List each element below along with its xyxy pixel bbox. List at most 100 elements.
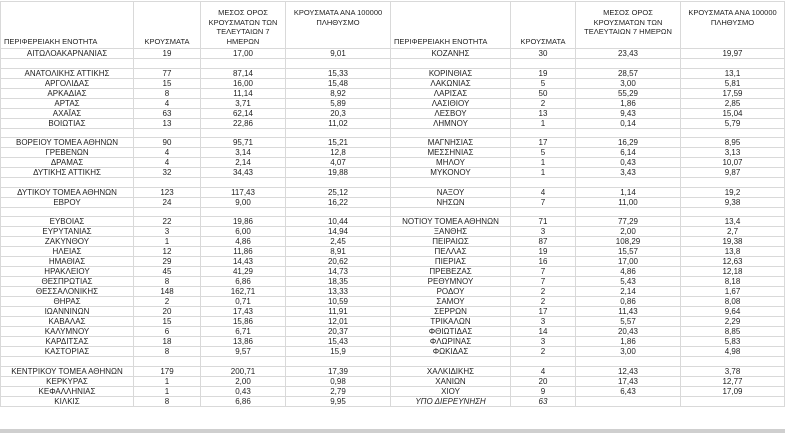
cell-region-left: ΕΥΡΥΤΑΝΙΑΣ xyxy=(0,226,134,238)
table-row: ΑΡΚΑΔΙΑΣ 8 11,14 8,92 ΛΑΡΙΣΑΣ 50 55,29 17,59 xyxy=(0,87,785,99)
cell-per100k-left: 20,3 xyxy=(285,107,391,119)
cell-cases-left: 32 xyxy=(133,167,201,179)
cell-cases-left xyxy=(133,127,201,139)
cell-region-right: ΛΑΡΙΣΑΣ xyxy=(390,87,511,99)
cell-region-right xyxy=(390,58,511,69)
cell-per100k-right: 13,1 xyxy=(680,67,785,79)
cell-cases-left xyxy=(133,177,201,188)
cell-per100k-right: 19,2 xyxy=(680,186,785,198)
cell-region-right: ΞΑΝΘΗΣ xyxy=(390,226,511,238)
cell-per100k-left xyxy=(285,356,391,367)
cell-per100k-left: 11,02 xyxy=(285,117,391,129)
cell-avg7-left xyxy=(200,177,286,188)
cell-cases-right: 30 xyxy=(510,48,576,59)
cell-region-right: ΝΟΤΙΟΥ ΤΟΜΕΑ ΑΘΗΝΩΝ xyxy=(390,216,511,228)
cell-per100k-right xyxy=(680,356,785,367)
cell-cases-right: 3 xyxy=(510,336,576,348)
cell-avg7-left: 11,86 xyxy=(200,246,286,258)
cell-per100k-left xyxy=(285,206,391,218)
cell-cases-right: 14 xyxy=(510,326,576,338)
cell-cases-left: 29 xyxy=(133,256,201,268)
cell-per100k-left: 4,07 xyxy=(285,157,391,169)
col-header-avg7-left: ΜΕΣΟΣ ΟΡΟΣ ΚΡΟΥΣΜΑΤΩΝ ΤΩΝ ΤΕΛΕΥΤΑΙΩΝ 7 Η… xyxy=(200,1,286,49)
cell-cases-left: 8 xyxy=(133,87,201,99)
cell-region-left: ΑΡΚΑΔΙΑΣ xyxy=(0,87,134,99)
cell-region-left: ΚΙΛΚΙΣ xyxy=(0,395,134,407)
cell-region-right: ΦΘΙΩΤΙΔΑΣ xyxy=(390,326,511,338)
cell-avg7-right: 6,43 xyxy=(575,385,681,397)
cell-avg7-right: 1,86 xyxy=(575,336,681,348)
table-row: ΓΡΕΒΕΝΩΝ 4 3,14 12,8 ΜΕΣΣΗΝΙΑΣ 5 6,14 3,13 xyxy=(0,147,785,159)
cell-cases-left: 148 xyxy=(133,286,201,298)
cell-region-right: ΣΕΡΡΩΝ xyxy=(390,306,511,318)
cell-region-left: ΘΗΡΑΣ xyxy=(0,296,134,308)
cell-avg7-left: 2,00 xyxy=(200,375,286,387)
cell-region-left: ΗΛΕΙΑΣ xyxy=(0,246,134,258)
cell-avg7-right: 9,43 xyxy=(575,107,681,119)
cell-avg7-right: 3,43 xyxy=(575,167,681,179)
cell-cases-left: 20 xyxy=(133,306,201,318)
cell-per100k-left: 12,01 xyxy=(285,316,391,328)
cell-cases-right xyxy=(510,58,576,69)
spacer-row xyxy=(0,206,785,218)
cell-region-right: ΜΗΛΟΥ xyxy=(390,157,511,169)
cell-per100k-left: 13,33 xyxy=(285,286,391,298)
cell-region-right: ΛΑΣΙΘΙΟΥ xyxy=(390,97,511,109)
cell-avg7-right: 1,86 xyxy=(575,97,681,109)
cell-cases-left: 4 xyxy=(133,157,201,169)
cell-cases-right: 4 xyxy=(510,186,576,198)
window-bottom-edge xyxy=(0,429,785,433)
cell-region-left: ΚΑΡΔΙΤΣΑΣ xyxy=(0,336,134,348)
cell-cases-right: 17 xyxy=(510,137,576,149)
table-row: ΑΧΑΪΑΣ 63 62,14 20,3 ΛΕΣΒΟΥ 13 9,43 15,04 xyxy=(0,107,785,119)
cell-avg7-right: 11,43 xyxy=(575,306,681,318)
cell-avg7-right: 12,43 xyxy=(575,365,681,377)
cell-cases-right: 13 xyxy=(510,107,576,119)
table-row: ΘΕΣΣΑΛΟΝΙΚΗΣ 148 162,71 13,33 ΡΟΔΟΥ 2 2,14 1,67 xyxy=(0,286,785,298)
cell-cases-left: 63 xyxy=(133,107,201,119)
header-row: ΠΕΡΙΦΕΡΕΙΑΚΗ ΕΝΟΤΗΤΑ ΚΡΟΥΣΜΑΤΑ ΜΕΣΟΣ ΟΡΟ… xyxy=(0,1,785,49)
cell-avg7-right xyxy=(575,58,681,69)
cell-cases-right: 2 xyxy=(510,346,576,358)
cell-region-left: ΔΡΑΜΑΣ xyxy=(0,157,134,169)
cell-cases-right: 87 xyxy=(510,236,576,248)
cell-cases-left xyxy=(133,58,201,69)
spacer-row xyxy=(0,356,785,367)
cell-per100k-left: 15,48 xyxy=(285,77,391,89)
cell-per100k-right: 17,09 xyxy=(680,385,785,397)
cell-cases-right xyxy=(510,127,576,139)
table-row: ΚΑΛΥΜΝΟΥ 6 6,71 20,37 ΦΘΙΩΤΙΔΑΣ 14 20,43 8,85 xyxy=(0,326,785,338)
cell-avg7-left: 6,86 xyxy=(200,276,286,288)
cell-per100k-left: 9,95 xyxy=(285,395,391,407)
cell-cases-left xyxy=(133,356,201,367)
cell-cases-right xyxy=(510,356,576,367)
cell-avg7-left: 2,14 xyxy=(200,157,286,169)
cell-cases-right: 1 xyxy=(510,167,576,179)
col-header-cases-left: ΚΡΟΥΣΜΑΤΑ xyxy=(133,1,201,49)
cell-avg7-left: 41,29 xyxy=(200,266,286,278)
cell-avg7-right: 6,14 xyxy=(575,147,681,159)
cell-region-right: ΧΑΛΚΙΔΙΚΗΣ xyxy=(390,365,511,377)
cell-region-left: ΖΑΚΥΝΘΟΥ xyxy=(0,236,134,248)
cell-avg7-right: 20,43 xyxy=(575,326,681,338)
cell-cases-right: 3 xyxy=(510,226,576,238)
table-row: ΚΕΦΑΛΛΗΝΙΑΣ 1 0,43 2,79 ΧΙΟΥ 9 6,43 17,09 xyxy=(0,385,785,397)
cell-region-left: ΚΕΡΚΥΡΑΣ xyxy=(0,375,134,387)
cell-cases-left: 15 xyxy=(133,316,201,328)
table-row: ΚΑΣΤΟΡΙΑΣ 8 9,57 15,9 ΦΩΚΙΔΑΣ 2 3,00 4,98 xyxy=(0,346,785,358)
table-row: ΚΕΡΚΥΡΑΣ 1 2,00 0,98 ΧΑΝΙΩΝ 20 17,43 12,77 xyxy=(0,375,785,387)
cell-cases-right: 5 xyxy=(510,77,576,89)
cell-region-right: ΝΗΣΩΝ xyxy=(390,196,511,208)
cell-cases-right: 19 xyxy=(510,67,576,79)
col-header-per100k-right: ΚΡΟΥΣΜΑΤΑ ΑΝΑ 100000 ΠΛΗΘΥΣΜΟ xyxy=(680,1,785,49)
cell-cases-left: 1 xyxy=(133,375,201,387)
cell-avg7-left: 17,00 xyxy=(200,48,286,59)
cell-cases-left: 19 xyxy=(133,48,201,59)
cell-cases-left xyxy=(133,206,201,218)
cell-per100k-right xyxy=(680,177,785,188)
cell-region-left: ΗΜΑΘΙΑΣ xyxy=(0,256,134,268)
cell-region-right: ΝΑΞΟΥ xyxy=(390,186,511,198)
cell-avg7-right: 17,00 xyxy=(575,256,681,268)
table-row: ΚΕΝΤΡΙΚΟΥ ΤΟΜΕΑ ΑΘΗΝΩΝ 179 200,71 17,39 ΧΑΛΚ… xyxy=(0,365,785,377)
cell-per100k-left: 8,92 xyxy=(285,87,391,99)
